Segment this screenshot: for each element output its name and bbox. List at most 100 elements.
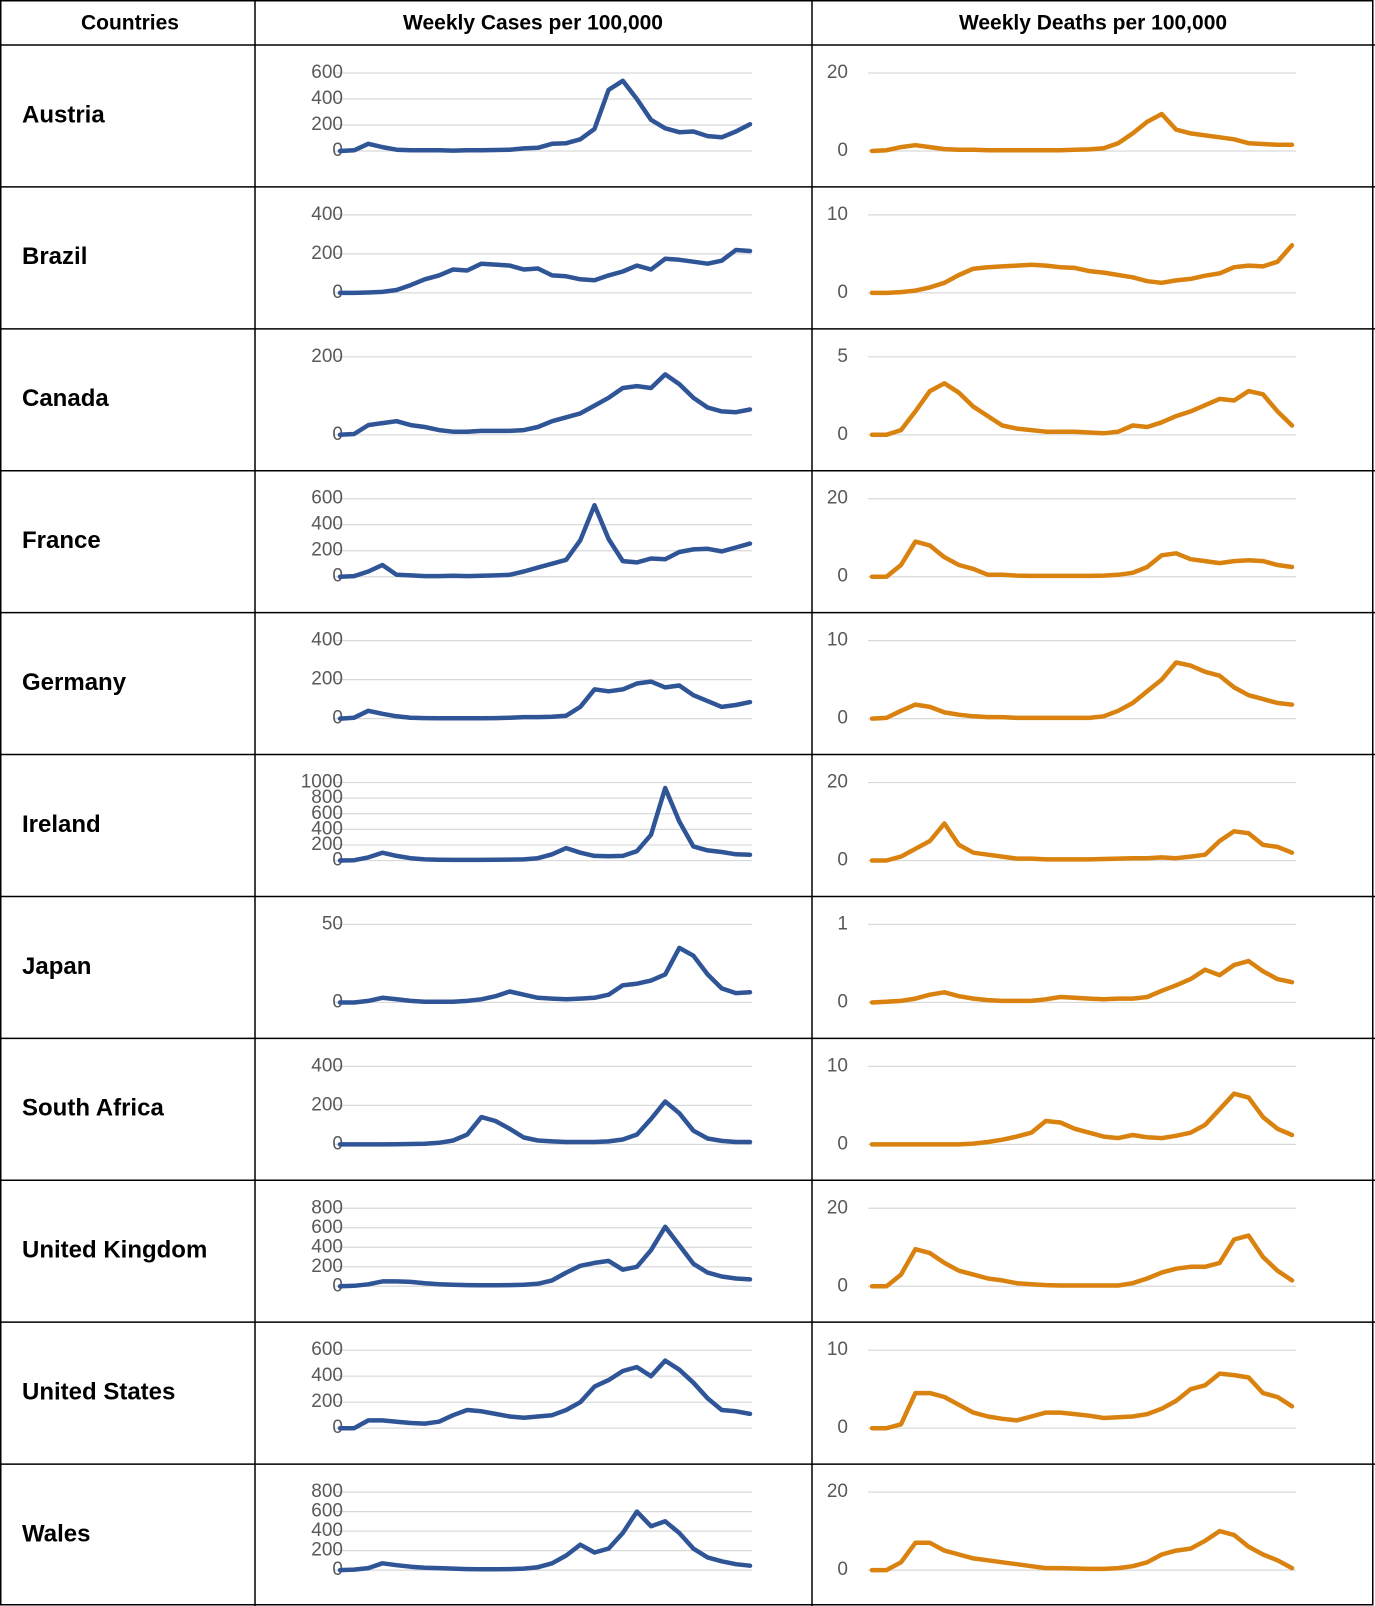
- y-tick-label: 400: [311, 514, 343, 535]
- data-line: [337, 785, 753, 863]
- data-line: [869, 539, 1295, 579]
- y-tick-label: 50: [322, 913, 343, 934]
- y-tick-label: 0: [332, 1417, 343, 1438]
- country-name: United Kingdom: [22, 1237, 207, 1264]
- y-tick-label: 600: [311, 803, 343, 824]
- y-tick-label: 20: [827, 488, 848, 509]
- y-tick-label: 0: [332, 424, 343, 445]
- y-tick-label: 400: [311, 88, 343, 109]
- y-tick-label: 0: [837, 1133, 848, 1154]
- y-tick-label: 10: [827, 1055, 848, 1076]
- y-tick-label: 1: [837, 913, 848, 934]
- y-tick-label: 800: [311, 1197, 343, 1218]
- y-tick-label: 800: [311, 1481, 343, 1502]
- y-tick-label: 200: [311, 540, 343, 561]
- country-name: France: [22, 527, 101, 554]
- header-deaths: Weekly Deaths per 100,000: [959, 12, 1227, 35]
- y-tick-label: 400: [311, 1365, 343, 1386]
- data-line: [869, 660, 1295, 721]
- data-line: [869, 1233, 1295, 1289]
- y-tick-label: 0: [837, 708, 848, 729]
- data-line: [337, 502, 753, 579]
- y-tick-label: 400: [311, 204, 343, 225]
- y-tick-label: 10: [827, 1339, 848, 1360]
- y-tick-label: 200: [311, 1094, 343, 1115]
- data-line: [337, 78, 753, 154]
- y-tick-label: 200: [311, 346, 343, 367]
- country-name: South Africa: [22, 1095, 164, 1122]
- country-name: United States: [22, 1378, 175, 1405]
- y-tick-label: 400: [311, 1520, 343, 1541]
- y-tick-label: 0: [837, 424, 848, 445]
- y-tick-label: 200: [311, 834, 343, 855]
- y-tick-label: 600: [311, 488, 343, 509]
- y-tick-label: 0: [332, 1133, 343, 1154]
- y-tick-label: 10: [827, 204, 848, 225]
- y-tick-label: 0: [332, 1559, 343, 1580]
- y-tick-label: 400: [311, 818, 343, 839]
- y-tick-label: 0: [332, 850, 343, 871]
- country-name: Canada: [22, 385, 109, 412]
- y-tick-label: 0: [332, 1275, 343, 1296]
- country-name: Brazil: [22, 243, 87, 270]
- country-name: Japan: [22, 953, 91, 980]
- y-tick-label: 0: [837, 566, 848, 587]
- y-tick-label: 20: [827, 62, 848, 83]
- data-line: [337, 247, 753, 296]
- y-tick-label: 5: [837, 346, 848, 367]
- y-tick-label: 600: [311, 1501, 343, 1522]
- y-tick-label: 1000: [301, 772, 343, 793]
- y-tick-label: 200: [311, 1256, 343, 1277]
- y-tick-label: 0: [332, 991, 343, 1012]
- y-tick-label: 20: [827, 1481, 848, 1502]
- data-line: [337, 945, 753, 1005]
- y-tick-label: 0: [837, 140, 848, 161]
- y-tick-label: 800: [311, 787, 343, 808]
- data-line: [869, 1371, 1295, 1431]
- y-tick-label: 0: [837, 1559, 848, 1580]
- y-tick-label: 0: [837, 1275, 848, 1296]
- y-tick-label: 0: [837, 850, 848, 871]
- data-line: [869, 381, 1295, 438]
- data-line: [869, 111, 1295, 154]
- y-tick-label: 20: [827, 772, 848, 793]
- y-tick-label: 0: [332, 566, 343, 587]
- y-tick-label: 200: [311, 243, 343, 264]
- data-line: [869, 1091, 1295, 1147]
- data-line: [337, 1509, 753, 1573]
- y-tick-label: 200: [311, 669, 343, 690]
- y-tick-label: 400: [311, 1236, 343, 1257]
- country-name: Ireland: [22, 811, 101, 838]
- data-line: [337, 372, 753, 438]
- y-tick-label: 0: [332, 282, 343, 303]
- country-name: Wales: [22, 1520, 90, 1547]
- y-tick-label: 10: [827, 630, 848, 651]
- y-tick-label: 0: [837, 282, 848, 303]
- header-countries: Countries: [81, 12, 179, 35]
- data-line: [869, 243, 1295, 296]
- y-tick-label: 400: [311, 1055, 343, 1076]
- data-line: [337, 1099, 753, 1147]
- data-line: [869, 1528, 1295, 1573]
- y-tick-label: 400: [311, 630, 343, 651]
- y-tick-label: 600: [311, 1339, 343, 1360]
- y-tick-label: 600: [311, 62, 343, 83]
- data-line: [337, 1358, 753, 1431]
- y-tick-label: 200: [311, 1540, 343, 1561]
- header-cases: Weekly Cases per 100,000: [403, 12, 663, 35]
- y-tick-label: 200: [311, 114, 343, 135]
- y-tick-label: 0: [837, 991, 848, 1012]
- y-tick-label: 20: [827, 1197, 848, 1218]
- country-name: Austria: [22, 101, 105, 128]
- y-tick-label: 0: [332, 708, 343, 729]
- y-tick-label: 200: [311, 1391, 343, 1412]
- y-tick-label: 0: [837, 1417, 848, 1438]
- y-tick-label: 0: [332, 140, 343, 161]
- y-tick-label: 600: [311, 1217, 343, 1238]
- data-line: [337, 1224, 753, 1289]
- data-line: [869, 821, 1295, 863]
- country-name: Germany: [22, 669, 127, 696]
- data-line: [337, 679, 753, 721]
